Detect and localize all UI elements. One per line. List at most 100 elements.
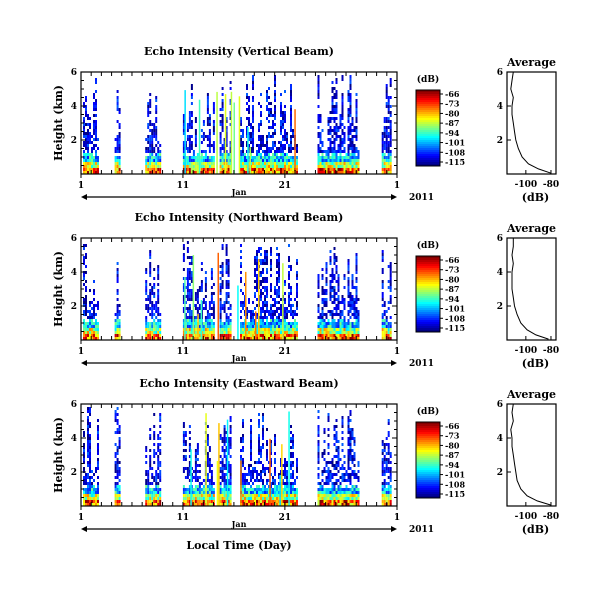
- heatmap-cell: [290, 425, 292, 428]
- heatmap-cell: [225, 482, 228, 485]
- heatmap-cell: [188, 147, 191, 150]
- heatmap-cell: [353, 440, 356, 443]
- heatmap-cell: [225, 253, 228, 256]
- colorbar-swatch: [416, 262, 440, 265]
- heatmap-cell: [335, 479, 338, 482]
- heatmap-cell: [221, 464, 224, 467]
- heatmap-cell: [329, 292, 332, 295]
- heatmap-cell: [151, 132, 154, 135]
- heatmap-cell: [258, 144, 260, 147]
- heatmap-cell: [337, 452, 340, 455]
- heatmap-cell: [97, 485, 99, 488]
- heatmap-streak: [269, 438, 271, 506]
- heatmap-cell: [225, 120, 228, 123]
- heatmap-cell: [383, 319, 386, 322]
- heatmap-cell: [325, 479, 328, 482]
- heatmap-cell: [389, 129, 392, 132]
- heatmap-cell: [242, 449, 244, 452]
- heatmap-cell: [89, 500, 91, 503]
- heatmap-cell: [389, 331, 392, 334]
- heatmap-cell: [116, 319, 119, 322]
- heatmap-cell: [248, 503, 250, 506]
- heatmap-cell: [186, 497, 189, 500]
- heatmap-cell: [225, 301, 228, 304]
- heatmap-cell: [353, 455, 356, 458]
- y-tick-label: 2: [71, 468, 77, 478]
- colorbar-swatch: [416, 108, 440, 111]
- heatmap-cell: [280, 153, 282, 156]
- heatmap-cell: [256, 253, 258, 256]
- heatmap-cell: [225, 259, 228, 262]
- heatmap-cell: [145, 271, 148, 274]
- heatmap-cell: [323, 171, 326, 174]
- heatmap-cell: [387, 144, 390, 147]
- heatmap-cell: [349, 162, 352, 165]
- heatmap-cell: [202, 168, 205, 171]
- heatmap-cell: [272, 476, 274, 479]
- heatmap-cell: [151, 162, 154, 165]
- heatmap-cell: [206, 144, 209, 147]
- heatmap-cell: [387, 494, 390, 497]
- heatmap-cell: [278, 337, 280, 340]
- heatmap-cell: [256, 470, 258, 473]
- heatmap-cell: [389, 500, 392, 503]
- heatmap-cell: [262, 171, 264, 174]
- heatmap-cell: [149, 111, 152, 114]
- heatmap-cell: [270, 449, 272, 452]
- heatmap-cell: [329, 298, 332, 301]
- heatmap-cell: [89, 126, 91, 129]
- heatmap-cell: [221, 283, 224, 286]
- heatmap-cell: [225, 262, 228, 265]
- heatmap-cell: [198, 331, 201, 334]
- heatmap-cell: [389, 479, 392, 482]
- heatmap-cell: [212, 132, 215, 135]
- heatmap-cell: [274, 114, 276, 117]
- heatmap-cell: [186, 295, 189, 298]
- heatmap-cell: [186, 331, 189, 334]
- heatmap-cell: [381, 497, 384, 500]
- heatmap-cell: [240, 280, 242, 283]
- heatmap-cell: [274, 165, 276, 168]
- heatmap-cell: [248, 105, 250, 108]
- heatmap-cell: [223, 307, 226, 310]
- heatmap-cell: [337, 500, 340, 503]
- heatmap-cell: [290, 141, 292, 144]
- heatmap-cell: [190, 271, 193, 274]
- heatmap-cell: [337, 449, 340, 452]
- heatmap-cell: [357, 150, 360, 153]
- heatmap-cell: [343, 494, 346, 497]
- heatmap-cell: [157, 449, 160, 452]
- heatmap-cell: [317, 428, 320, 431]
- heatmap-cell: [341, 497, 344, 500]
- heatmap-cell: [118, 331, 121, 334]
- heatmap-cell: [225, 271, 228, 274]
- heatmap-cell: [317, 449, 320, 452]
- heatmap-cell: [182, 144, 185, 147]
- heatmap-cell: [225, 319, 228, 322]
- heatmap-cell: [83, 132, 85, 135]
- heatmap-cell: [248, 96, 250, 99]
- heatmap-cell: [385, 467, 388, 470]
- heatmap-cell: [355, 111, 358, 114]
- heatmap-cell: [341, 328, 344, 331]
- heatmap-cell: [149, 135, 152, 138]
- heatmap-cell: [387, 503, 390, 506]
- heatmap-cell: [198, 322, 201, 325]
- heatmap-cell: [89, 491, 91, 494]
- heatmap-cell: [270, 265, 272, 268]
- heatmap-cell: [262, 488, 264, 491]
- heatmap-cell: [225, 334, 228, 337]
- heatmap-cell: [155, 132, 158, 135]
- heatmap-cell: [223, 497, 226, 500]
- heatmap-cell: [268, 328, 270, 331]
- heatmap-cell: [83, 102, 85, 105]
- heatmap-cell: [284, 280, 286, 283]
- colorbar-tick-label: -73: [445, 265, 460, 275]
- heatmap-cell: [349, 105, 352, 108]
- heatmap-cell: [278, 473, 280, 476]
- heatmap-cell: [145, 319, 148, 322]
- heatmap-cell: [202, 500, 205, 503]
- colorbar-unit: (dB): [417, 240, 439, 251]
- heatmap-cell: [116, 449, 119, 452]
- heatmap-cell: [282, 479, 284, 482]
